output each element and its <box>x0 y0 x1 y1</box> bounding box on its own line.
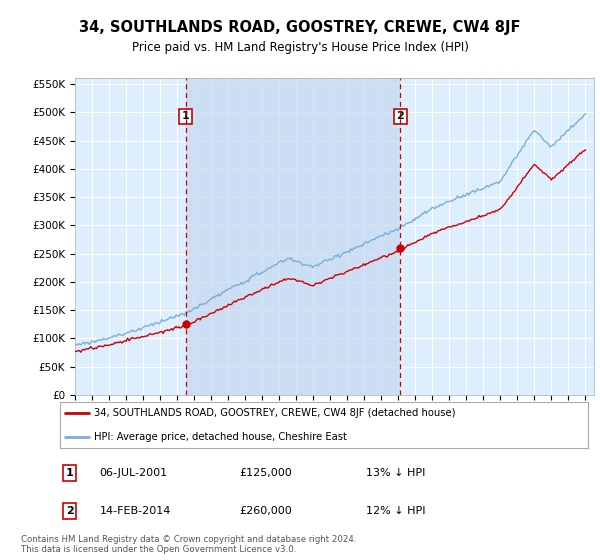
Text: 06-JUL-2001: 06-JUL-2001 <box>100 468 168 478</box>
Text: 34, SOUTHLANDS ROAD, GOOSTREY, CREWE, CW4 8JF: 34, SOUTHLANDS ROAD, GOOSTREY, CREWE, CW… <box>79 20 521 35</box>
Text: 2: 2 <box>65 506 73 516</box>
Text: 1: 1 <box>182 111 190 122</box>
Text: Price paid vs. HM Land Registry's House Price Index (HPI): Price paid vs. HM Land Registry's House … <box>131 41 469 54</box>
Text: Contains HM Land Registry data © Crown copyright and database right 2024.
This d: Contains HM Land Registry data © Crown c… <box>21 535 356 554</box>
Bar <box>186 78 400 395</box>
Text: 14-FEB-2014: 14-FEB-2014 <box>100 506 171 516</box>
Text: 1: 1 <box>65 468 73 478</box>
Text: 34, SOUTHLANDS ROAD, GOOSTREY, CREWE, CW4 8JF (detached house): 34, SOUTHLANDS ROAD, GOOSTREY, CREWE, CW… <box>94 408 456 418</box>
Text: 13% ↓ HPI: 13% ↓ HPI <box>366 468 425 478</box>
Text: HPI: Average price, detached house, Cheshire East: HPI: Average price, detached house, Ches… <box>94 432 347 442</box>
Text: 2: 2 <box>397 111 404 122</box>
Text: £125,000: £125,000 <box>239 468 292 478</box>
Text: £260,000: £260,000 <box>239 506 292 516</box>
Text: 12% ↓ HPI: 12% ↓ HPI <box>366 506 426 516</box>
